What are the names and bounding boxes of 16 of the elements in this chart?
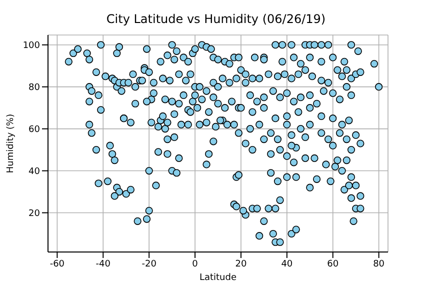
y-tick-label: 60 xyxy=(28,125,40,136)
y-tick-label: 20 xyxy=(28,208,40,219)
x-axis-title: Latitude xyxy=(199,273,237,283)
y-tick-label: 100 xyxy=(22,41,40,52)
x-tick-label: 40 xyxy=(281,259,293,270)
x-tick-label: 20 xyxy=(235,259,247,270)
x-tick-label: 60 xyxy=(327,259,339,270)
chart-title: City Latitude vs Humidity (06/26/19) xyxy=(105,12,327,26)
x-tick-label: 80 xyxy=(373,259,385,270)
x-tick-label: 0 xyxy=(192,259,198,270)
y-axis-title: Humidity (%) xyxy=(6,114,16,174)
x-tick-label: -20 xyxy=(142,259,157,270)
y-tick-label: 40 xyxy=(28,166,40,177)
x-tick-label: -60 xyxy=(50,259,65,270)
y-tick-label: 80 xyxy=(28,83,40,94)
x-tick-label: -40 xyxy=(96,259,111,270)
